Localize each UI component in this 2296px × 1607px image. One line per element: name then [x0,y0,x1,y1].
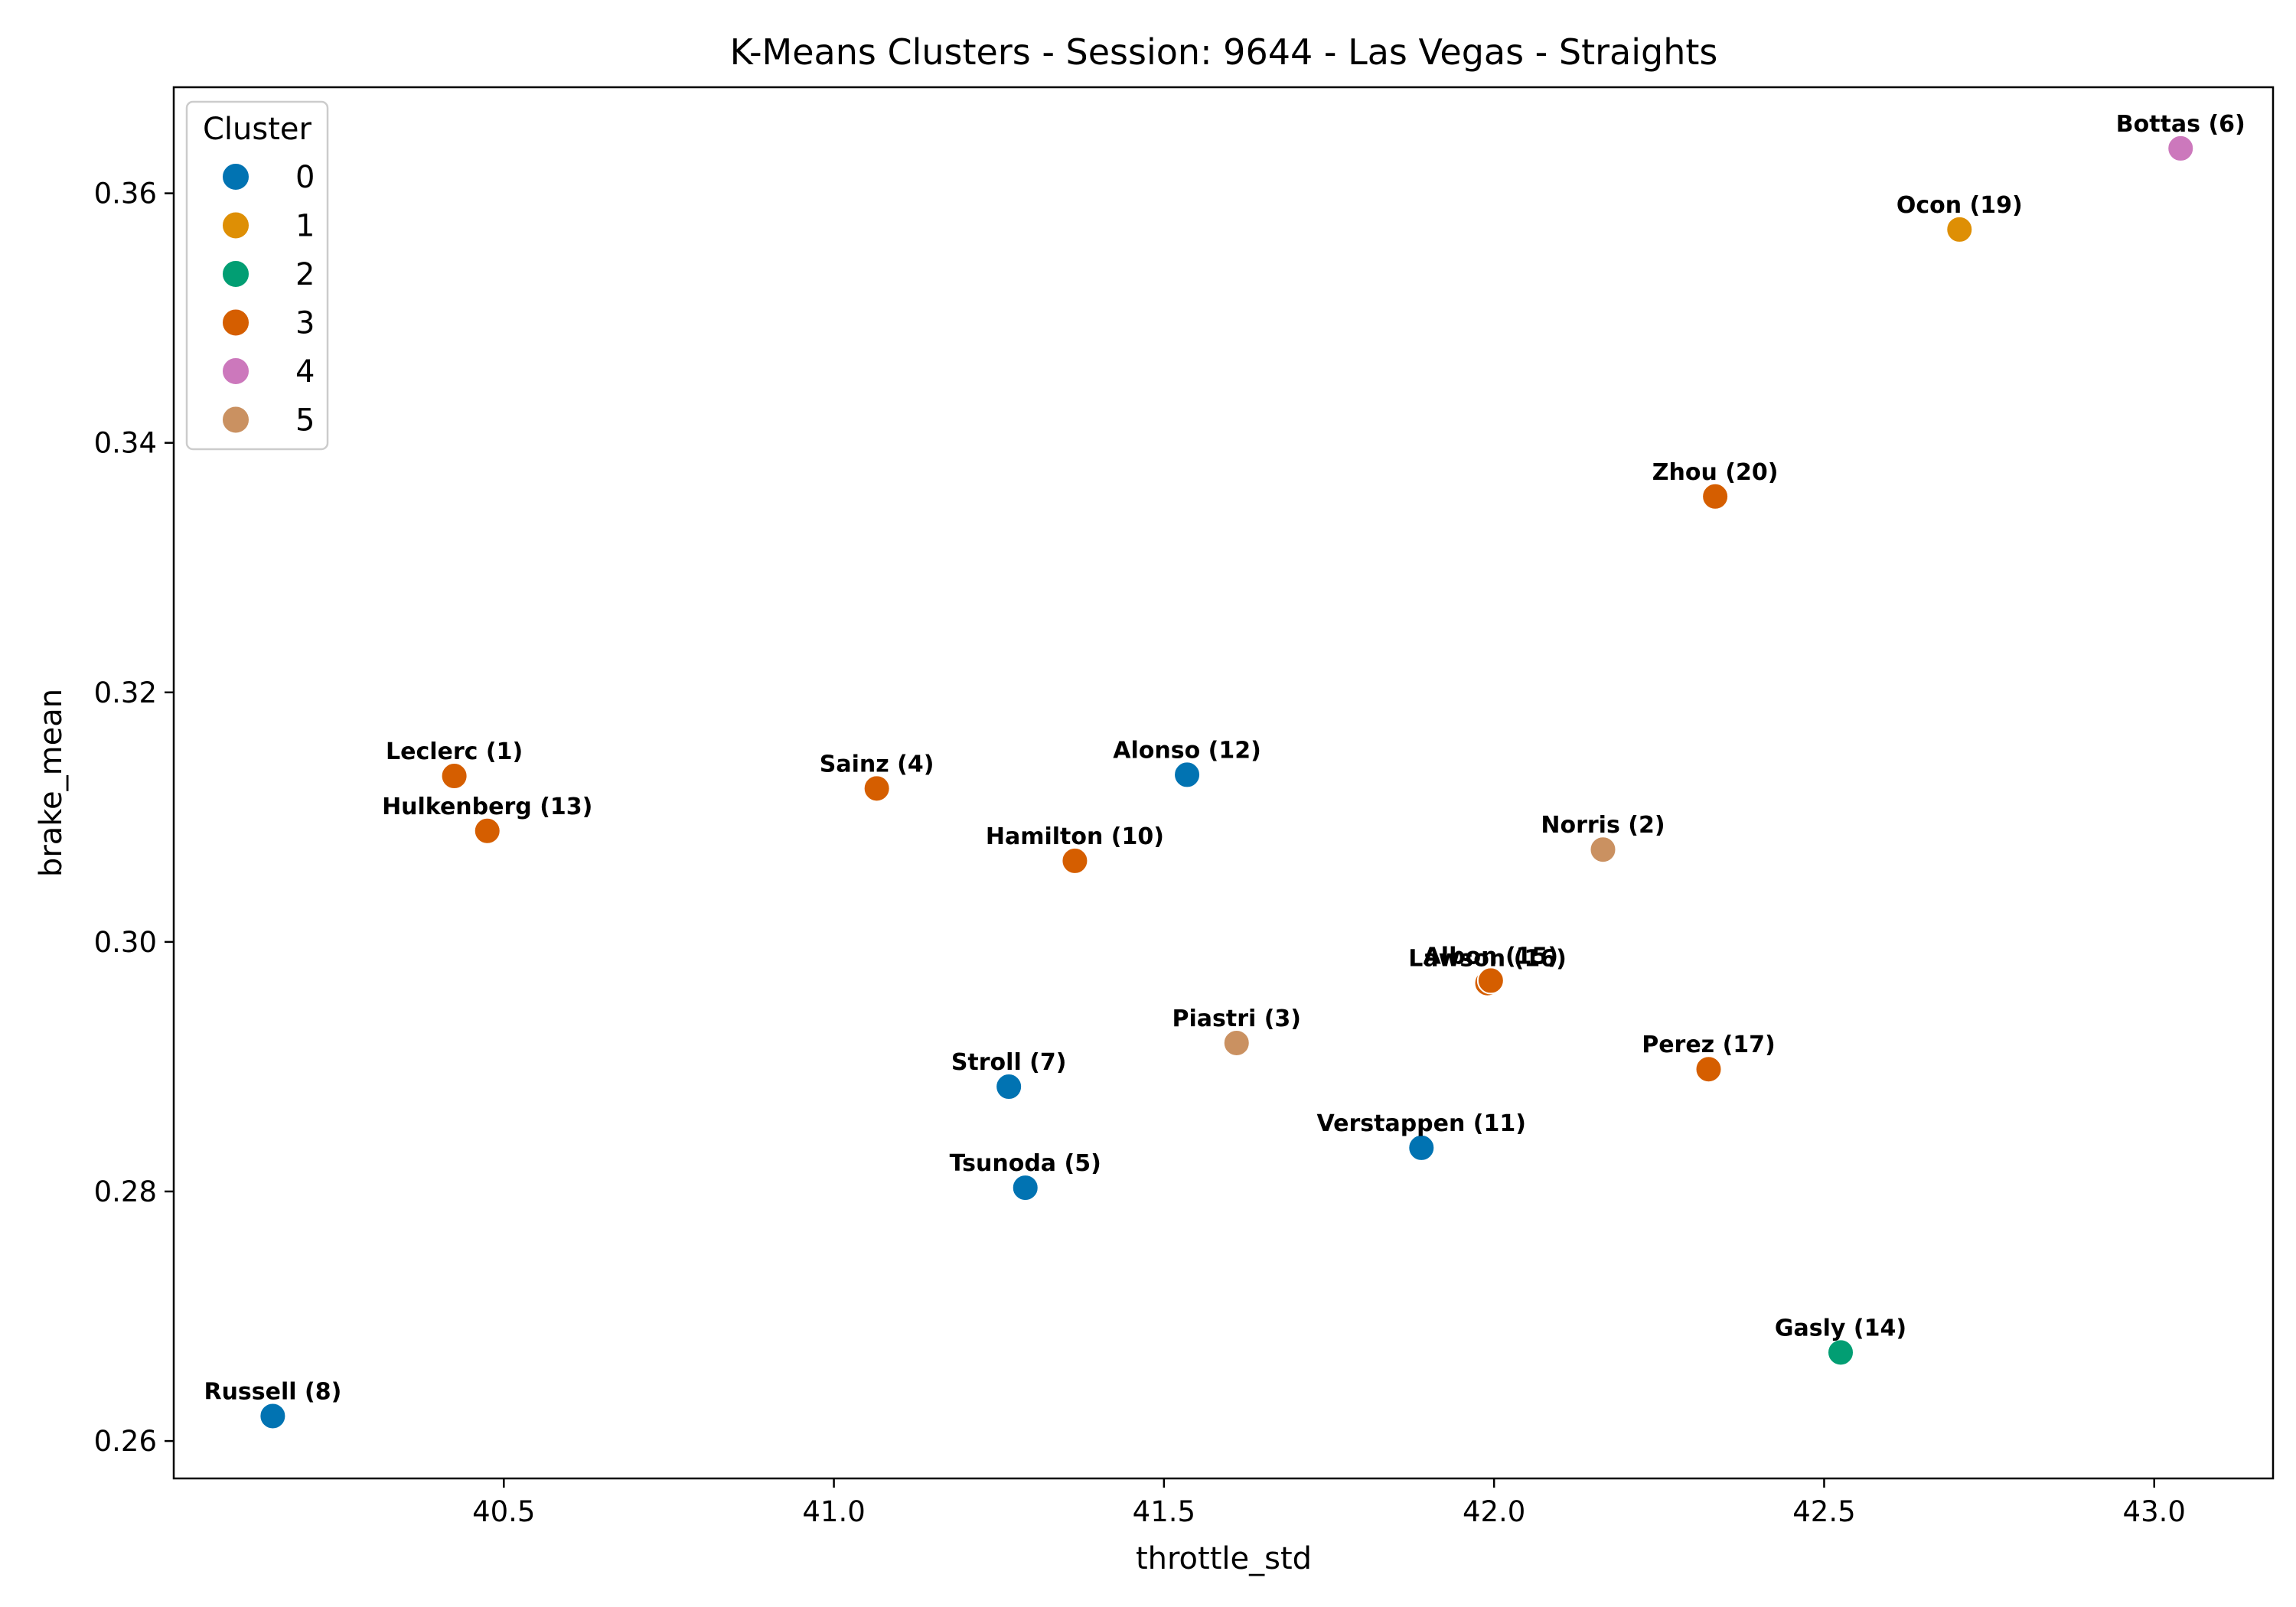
x-tick-label: 42.0 [1463,1495,1525,1528]
x-tick-label: 40.5 [472,1495,535,1528]
x-tick-label: 41.5 [1133,1495,1195,1528]
plot-area [172,86,2275,1480]
y-tick-label: 0.30 [94,926,157,959]
data-point [473,817,501,845]
legend-entry-label: 0 [295,160,315,195]
legend-marker [221,308,250,337]
data-point-label: Zhou (20) [1652,459,1779,486]
legend-marker [221,259,250,288]
data-point-label: Gasly (14) [1775,1315,1906,1341]
data-point-label: Bottas (6) [2116,111,2245,138]
data-point [2167,134,2195,162]
data-point-label: Alonso (12) [1113,737,1261,764]
data-point-label: Tsunoda (5) [950,1150,1101,1177]
legend-title: Cluster [203,112,312,147]
data-point [1589,836,1617,864]
legend-entry-label: 4 [295,354,315,390]
data-point [1061,846,1089,875]
y-tick-label: 0.36 [94,178,157,210]
x-tick-label: 41.0 [802,1495,865,1528]
data-point-label: Leclerc (1) [386,738,523,765]
data-point [440,762,468,790]
data-point-label: Lawson (16) [1408,946,1567,973]
data-point [1476,966,1505,995]
data-point-label: Hamilton (10) [986,823,1164,850]
chart-title: K-Means Clusters - Session: 9644 - Las V… [730,31,1718,73]
y-axis: 0.26 0.28 0.30 0.32 0.34 0.36 [94,178,174,1458]
x-tick-label: 42.5 [1792,1495,1855,1528]
legend-marker [221,357,250,386]
data-point-label: Albon (15) [1424,943,1559,970]
legend-marker [221,210,250,240]
data-points [259,134,2195,1430]
y-tick-label: 0.34 [94,427,157,460]
data-point-label: Verstappen (11) [1317,1110,1526,1137]
data-point-label: Hulkenberg (13) [382,794,592,820]
data-point-label: Perez (17) [1642,1032,1776,1058]
data-point [1827,1338,1855,1367]
data-point-label: Norris (2) [1541,812,1665,839]
legend: Cluster 0 1 2 3 4 5 [185,100,329,451]
x-tick-label: 43.0 [2123,1495,2186,1528]
data-point [1173,761,1202,789]
data-point [1011,1174,1039,1202]
data-point-label: Stroll (7) [951,1049,1067,1076]
x-axis-label: throttle_std [1136,1541,1312,1576]
data-point-label: Ocon (19) [1896,192,2023,219]
y-tick-label: 0.28 [94,1175,157,1208]
data-point-label: Piastri (3) [1172,1006,1301,1032]
data-point-label: Russell (8) [204,1378,341,1405]
legend-entry-label: 1 [295,209,315,244]
data-point [1694,1055,1723,1084]
data-point [1945,215,1974,243]
legend-entry-label: 5 [295,403,315,438]
legend-box [185,100,329,451]
y-axis-label: brake_mean [34,689,69,877]
x-axis: 40.5 41.0 41.5 42.0 42.5 43.0 [472,1478,2186,1528]
data-point [863,774,891,803]
legend-marker [221,405,250,435]
data-point [1701,482,1730,510]
y-tick-label: 0.32 [94,676,157,709]
legend-entry-label: 3 [295,306,315,341]
legend-entry-label: 2 [295,257,315,292]
data-point [259,1402,287,1430]
data-point [1222,1028,1251,1057]
y-tick-label: 0.26 [94,1425,157,1458]
data-point-label: Sainz (4) [820,751,934,777]
data-point [995,1073,1023,1101]
legend-marker [221,162,250,191]
data-point [1407,1133,1436,1162]
data-point-labels: Russell (8) Tsunoda (5) Stroll (7) Verstapp… [204,111,2245,1406]
